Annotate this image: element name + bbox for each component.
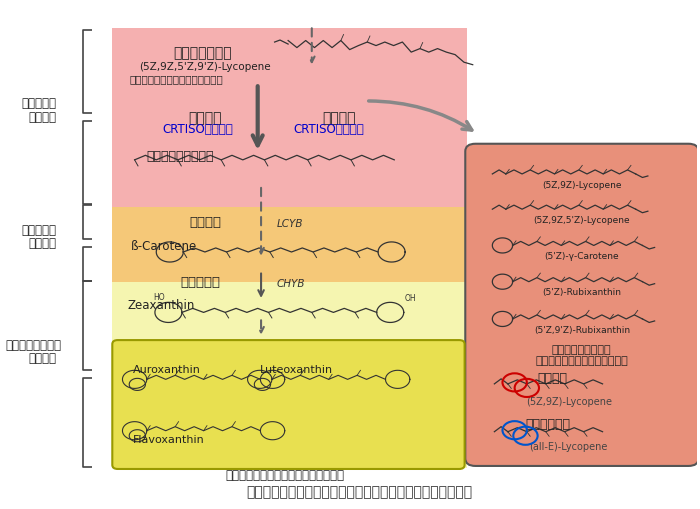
Text: 環化反応: 環化反応 — [189, 216, 221, 229]
Text: LCYB: LCYB — [276, 219, 303, 229]
Text: シス体リコペン: シス体リコペン — [173, 46, 232, 60]
Text: 図２．キンセンカ花弁で推測されるカロテノイド生合成経路: 図２．キンセンカ花弁で推測されるカロテノイド生合成経路 — [246, 485, 472, 499]
Text: シス構造: シス構造 — [538, 373, 568, 385]
Text: (5'Z)-Rubixanthin: (5'Z)-Rubixanthin — [542, 288, 622, 297]
Text: 黄色品種: 黄色品種 — [188, 111, 222, 126]
Text: (5'Z,9'Z)-Rubixanthin: (5'Z,9'Z)-Rubixanthin — [534, 326, 630, 334]
Text: （黄色）: （黄色） — [28, 352, 56, 365]
Text: (5'Z)-γ-Carotene: (5'Z)-γ-Carotene — [545, 252, 620, 261]
FancyBboxPatch shape — [112, 207, 468, 282]
Text: 赤みの強いシス体カロテノイド: 赤みの強いシス体カロテノイド — [536, 356, 628, 366]
Text: (all-E)-Lycopene: (all-E)-Lycopene — [530, 442, 608, 452]
Text: 橙色品種に蓄積する: 橙色品種に蓄積する — [552, 345, 611, 355]
Text: (5Z,9Z)-Lycopene: (5Z,9Z)-Lycopene — [542, 181, 622, 189]
Text: ß-Carotene: ß-Carotene — [131, 240, 197, 253]
Text: キサントフィル類: キサントフィル類 — [5, 338, 61, 352]
Text: 黄色品種に蓄積するキサントフィル類: 黄色品種に蓄積するキサントフィル類 — [225, 468, 344, 482]
Text: 橙色品種: 橙色品種 — [322, 111, 356, 126]
FancyBboxPatch shape — [112, 340, 465, 469]
FancyBboxPatch shape — [112, 28, 468, 207]
Text: CRTISO活性あり: CRTISO活性あり — [163, 123, 234, 136]
Text: リコペン類: リコペン類 — [22, 97, 57, 110]
Text: Flavoxanthin: Flavoxanthin — [132, 435, 204, 445]
Text: （橙色）: （橙色） — [28, 237, 56, 250]
Text: (5Z,9Z,5'Z,9'Z)-Lycopene: (5Z,9Z,5'Z,9'Z)-Lycopene — [139, 62, 271, 72]
Text: (5Z,9Z,5'Z)-Lycopene: (5Z,9Z,5'Z)-Lycopene — [533, 216, 630, 225]
Text: CHYB: CHYB — [276, 279, 305, 289]
Text: Auroxanthin: Auroxanthin — [132, 365, 200, 375]
Text: トランス構造: トランス構造 — [526, 418, 570, 431]
Text: （赤色）: （赤色） — [28, 110, 56, 124]
Text: (5Z,9Z)-Lycopene: (5Z,9Z)-Lycopene — [526, 397, 612, 407]
Text: （数字はシス構造の位置を表す）: （数字はシス構造の位置を表す） — [130, 74, 223, 84]
FancyBboxPatch shape — [466, 144, 699, 466]
Text: Luteoxanthin: Luteoxanthin — [260, 365, 333, 375]
Text: 水酸化反応: 水酸化反応 — [180, 276, 220, 289]
Text: カロテン類: カロテン類 — [22, 224, 57, 237]
Text: トランス体リコペン: トランス体リコペン — [146, 150, 214, 163]
Text: HO: HO — [153, 293, 165, 302]
Text: Zeaxanthin: Zeaxanthin — [127, 299, 195, 313]
Text: CRTISO活性なし: CRTISO活性なし — [293, 123, 364, 136]
FancyBboxPatch shape — [112, 282, 468, 468]
Text: OH: OH — [405, 294, 416, 303]
